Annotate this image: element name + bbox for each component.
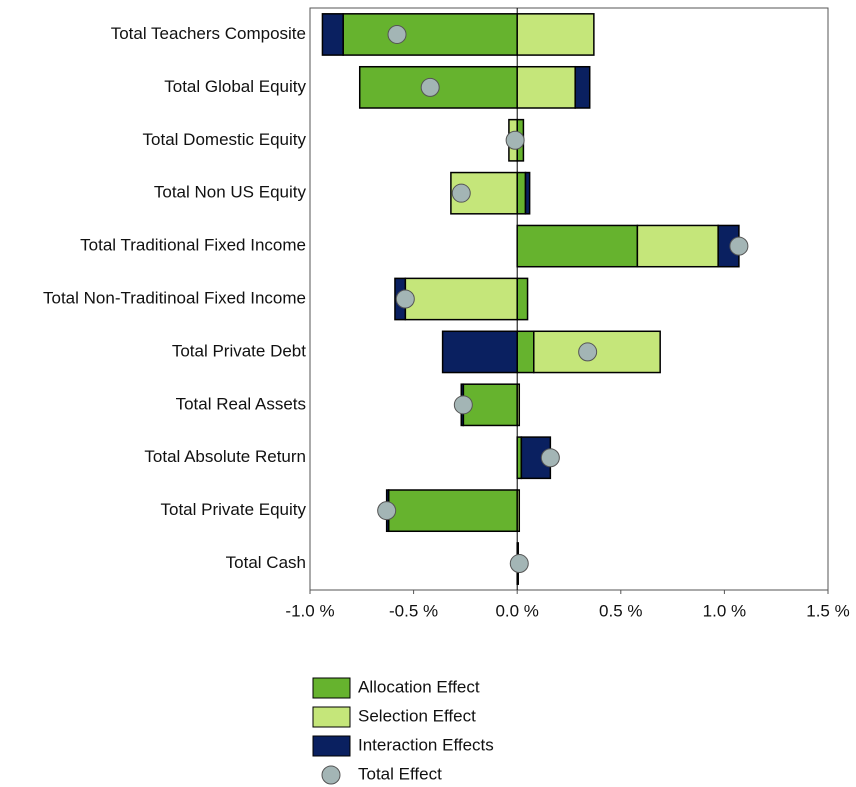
bar-segment [636,224,719,268]
legend-label: Interaction Effects [358,735,494,754]
plot-frame [309,7,829,591]
total-marker [387,24,407,44]
y-tick-label: Total Teachers Composite [111,24,306,43]
bar-segment [441,330,518,374]
bar-segment [516,224,639,268]
x-tick-label: -0.5 % [389,601,438,620]
total-marker [505,130,525,150]
y-tick-label: Total Absolute Return [144,447,306,466]
legend-swatch [312,677,351,699]
x-tick-label: 0.5 % [599,601,642,620]
legend-label: Total Effect [358,764,442,783]
y-tick-label: Total Private Debt [172,341,306,360]
legend-swatch [312,706,351,728]
legend-label: Selection Effect [358,706,476,725]
y-tick-label: Total Non-Traditinoal Fixed Income [43,288,306,307]
y-tick-label: Total Traditional Fixed Income [80,236,306,255]
bar-segment [574,65,591,109]
x-tick-label: 1.5 % [806,601,849,620]
bar-segment [387,489,518,533]
y-tick-label: Total Global Equity [164,77,306,96]
total-marker [420,77,440,97]
bar-segment [516,489,521,533]
x-tick-label: -1.0 % [285,601,334,620]
total-marker [377,501,397,521]
bar-segment [516,171,527,215]
bar-segment [404,277,518,321]
total-marker [395,289,415,309]
bar-segment [516,383,521,427]
bar-segment [516,13,595,56]
x-tick-label: 1.0 % [703,601,746,620]
y-tick-label: Total Non US Equity [154,183,307,202]
bar-segment [516,65,576,109]
legend-label: Allocation Effect [358,677,480,696]
y-tick-label: Total Real Assets [176,394,306,413]
total-marker [451,183,471,203]
bar-segment [516,330,535,374]
total-marker [729,236,749,256]
total-marker [453,395,473,415]
bar-segment [321,13,344,56]
bar-segment [524,171,531,215]
y-tick-label: Total Private Equity [160,500,306,519]
total-marker [578,342,598,362]
legend-marker [321,765,341,785]
total-marker [509,554,529,574]
total-marker [540,448,560,468]
bar-segment [516,277,529,321]
y-tick-label: Total Domestic Equity [143,130,307,149]
x-tick-label: 0.0 % [495,601,538,620]
legend-swatch [312,735,351,757]
y-tick-label: Total Cash [226,553,306,572]
bar-segment [342,13,518,56]
